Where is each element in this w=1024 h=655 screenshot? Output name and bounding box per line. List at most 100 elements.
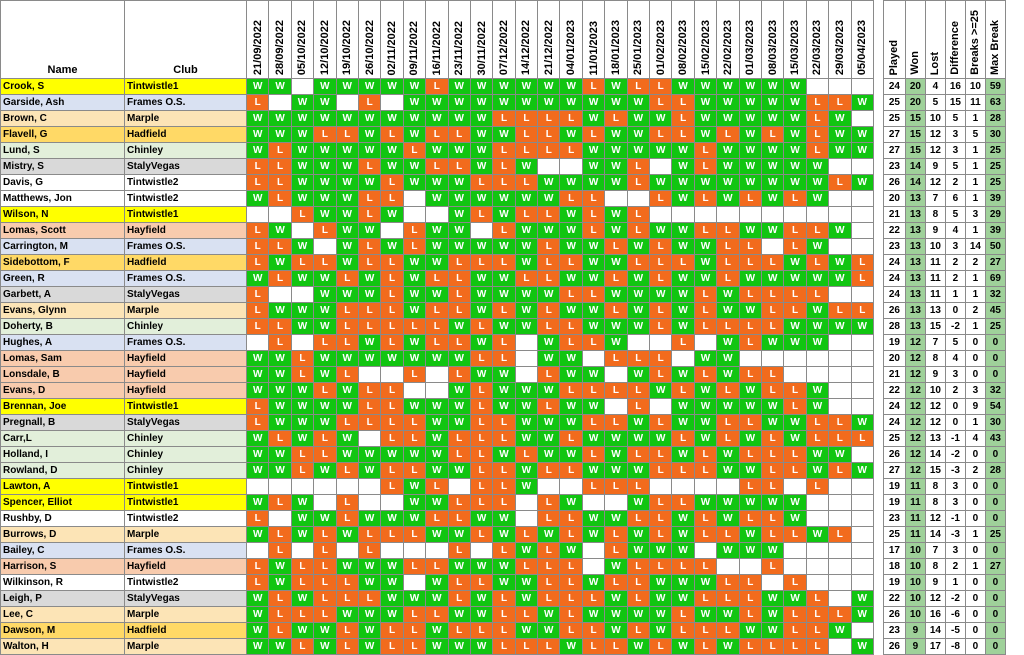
match-result: W: [671, 366, 695, 383]
match-result: [290, 542, 315, 559]
difference-value: -6: [944, 606, 966, 623]
match-result: L: [738, 366, 762, 383]
match-result: L: [649, 126, 673, 143]
player-club: Marple: [124, 606, 247, 623]
match-result: W: [693, 382, 718, 399]
match-result: [402, 574, 427, 591]
player-name: Mistry, S: [0, 158, 125, 175]
table-row: Brennan, Joe Tintwistle1 L W W W W L L W W W L W W L W W L…: [0, 398, 1006, 415]
difference-value: 0: [944, 398, 966, 415]
won-count: 14: [904, 174, 926, 191]
match-result: W: [738, 302, 762, 319]
match-result: W: [469, 366, 494, 383]
match-result: W: [537, 222, 561, 239]
match-result: W: [716, 542, 740, 559]
match-result: L: [469, 318, 494, 335]
date-column-header: 14/12/2022: [514, 0, 539, 79]
match-result: W: [425, 414, 449, 431]
match-result: W: [357, 558, 382, 575]
lost-count: 14: [924, 622, 946, 639]
breaks-count: 0: [964, 622, 986, 639]
match-result: L: [469, 254, 494, 271]
match-result: L: [850, 302, 874, 319]
match-result: L: [425, 126, 449, 143]
match-result: [850, 398, 874, 415]
match-result: L: [626, 78, 651, 95]
match-result: W: [716, 446, 740, 463]
match-result: W: [492, 318, 516, 335]
match-result: L: [537, 574, 561, 591]
match-result: L: [626, 446, 651, 463]
lost-count: 17: [924, 638, 946, 655]
played-count: 26: [882, 302, 906, 319]
match-result: W: [268, 302, 292, 319]
match-result: W: [357, 350, 382, 367]
match-result: L: [380, 622, 404, 639]
match-result: [402, 382, 427, 399]
match-result: L: [537, 238, 561, 255]
match-result: L: [380, 638, 404, 655]
match-result: W: [760, 334, 785, 351]
max-break-value: 27: [984, 254, 1006, 271]
match-result: L: [537, 494, 561, 511]
date-column-header: 05/04/2023: [850, 0, 874, 79]
match-result: W: [514, 222, 539, 239]
player-name: Rowland, D: [0, 462, 125, 479]
match-result: [850, 478, 874, 495]
match-result: L: [492, 222, 516, 239]
match-result: L: [805, 606, 830, 623]
match-result: L: [671, 494, 695, 511]
match-result: W: [268, 446, 292, 463]
match-result: W: [626, 270, 651, 287]
player-name: Carrington, M: [0, 238, 125, 255]
match-result: W: [850, 126, 874, 143]
match-result: L: [313, 526, 337, 543]
difference-value: 16: [944, 78, 966, 95]
match-result: L: [537, 110, 561, 127]
max-break-value: 28: [984, 462, 1006, 479]
date-column-header: 29/03/2023: [828, 0, 852, 79]
match-result: [805, 350, 830, 367]
match-result: L: [626, 398, 651, 415]
match-result: W: [335, 286, 359, 303]
match-result: L: [626, 510, 651, 527]
match-result: L: [716, 590, 740, 607]
match-result: L: [335, 510, 359, 527]
match-result: W: [514, 590, 539, 607]
breaks-count: 3: [964, 206, 986, 223]
match-result: [268, 510, 292, 527]
match-result: W: [290, 382, 315, 399]
match-result: W: [425, 526, 449, 543]
match-result: [581, 350, 606, 367]
match-result: W: [357, 446, 382, 463]
match-result: W: [425, 590, 449, 607]
spacer: [872, 110, 884, 127]
spacer: [872, 494, 884, 511]
match-result: [783, 542, 807, 559]
match-result: W: [604, 142, 628, 159]
match-result: [245, 206, 270, 223]
match-result: W: [380, 590, 404, 607]
stat-column-header: Won: [904, 0, 926, 79]
match-result: [469, 222, 494, 239]
match-result: [380, 222, 404, 239]
match-result: W: [514, 238, 539, 255]
played-count: 26: [882, 174, 906, 191]
player-name: Lonsdale, B: [0, 366, 125, 383]
match-result: L: [559, 318, 583, 335]
match-result: W: [447, 94, 471, 111]
match-result: L: [402, 638, 427, 655]
max-break-value: 0: [984, 334, 1006, 351]
match-result: W: [604, 126, 628, 143]
match-result: [290, 286, 315, 303]
match-result: W: [537, 334, 561, 351]
match-result: W: [760, 590, 785, 607]
match-result: [671, 350, 695, 367]
match-result: W: [671, 638, 695, 655]
match-result: W: [335, 174, 359, 191]
date-label: 02/11/2022: [386, 20, 399, 75]
match-result: L: [447, 542, 471, 559]
played-count: 17: [882, 542, 906, 559]
spacer: [872, 206, 884, 223]
